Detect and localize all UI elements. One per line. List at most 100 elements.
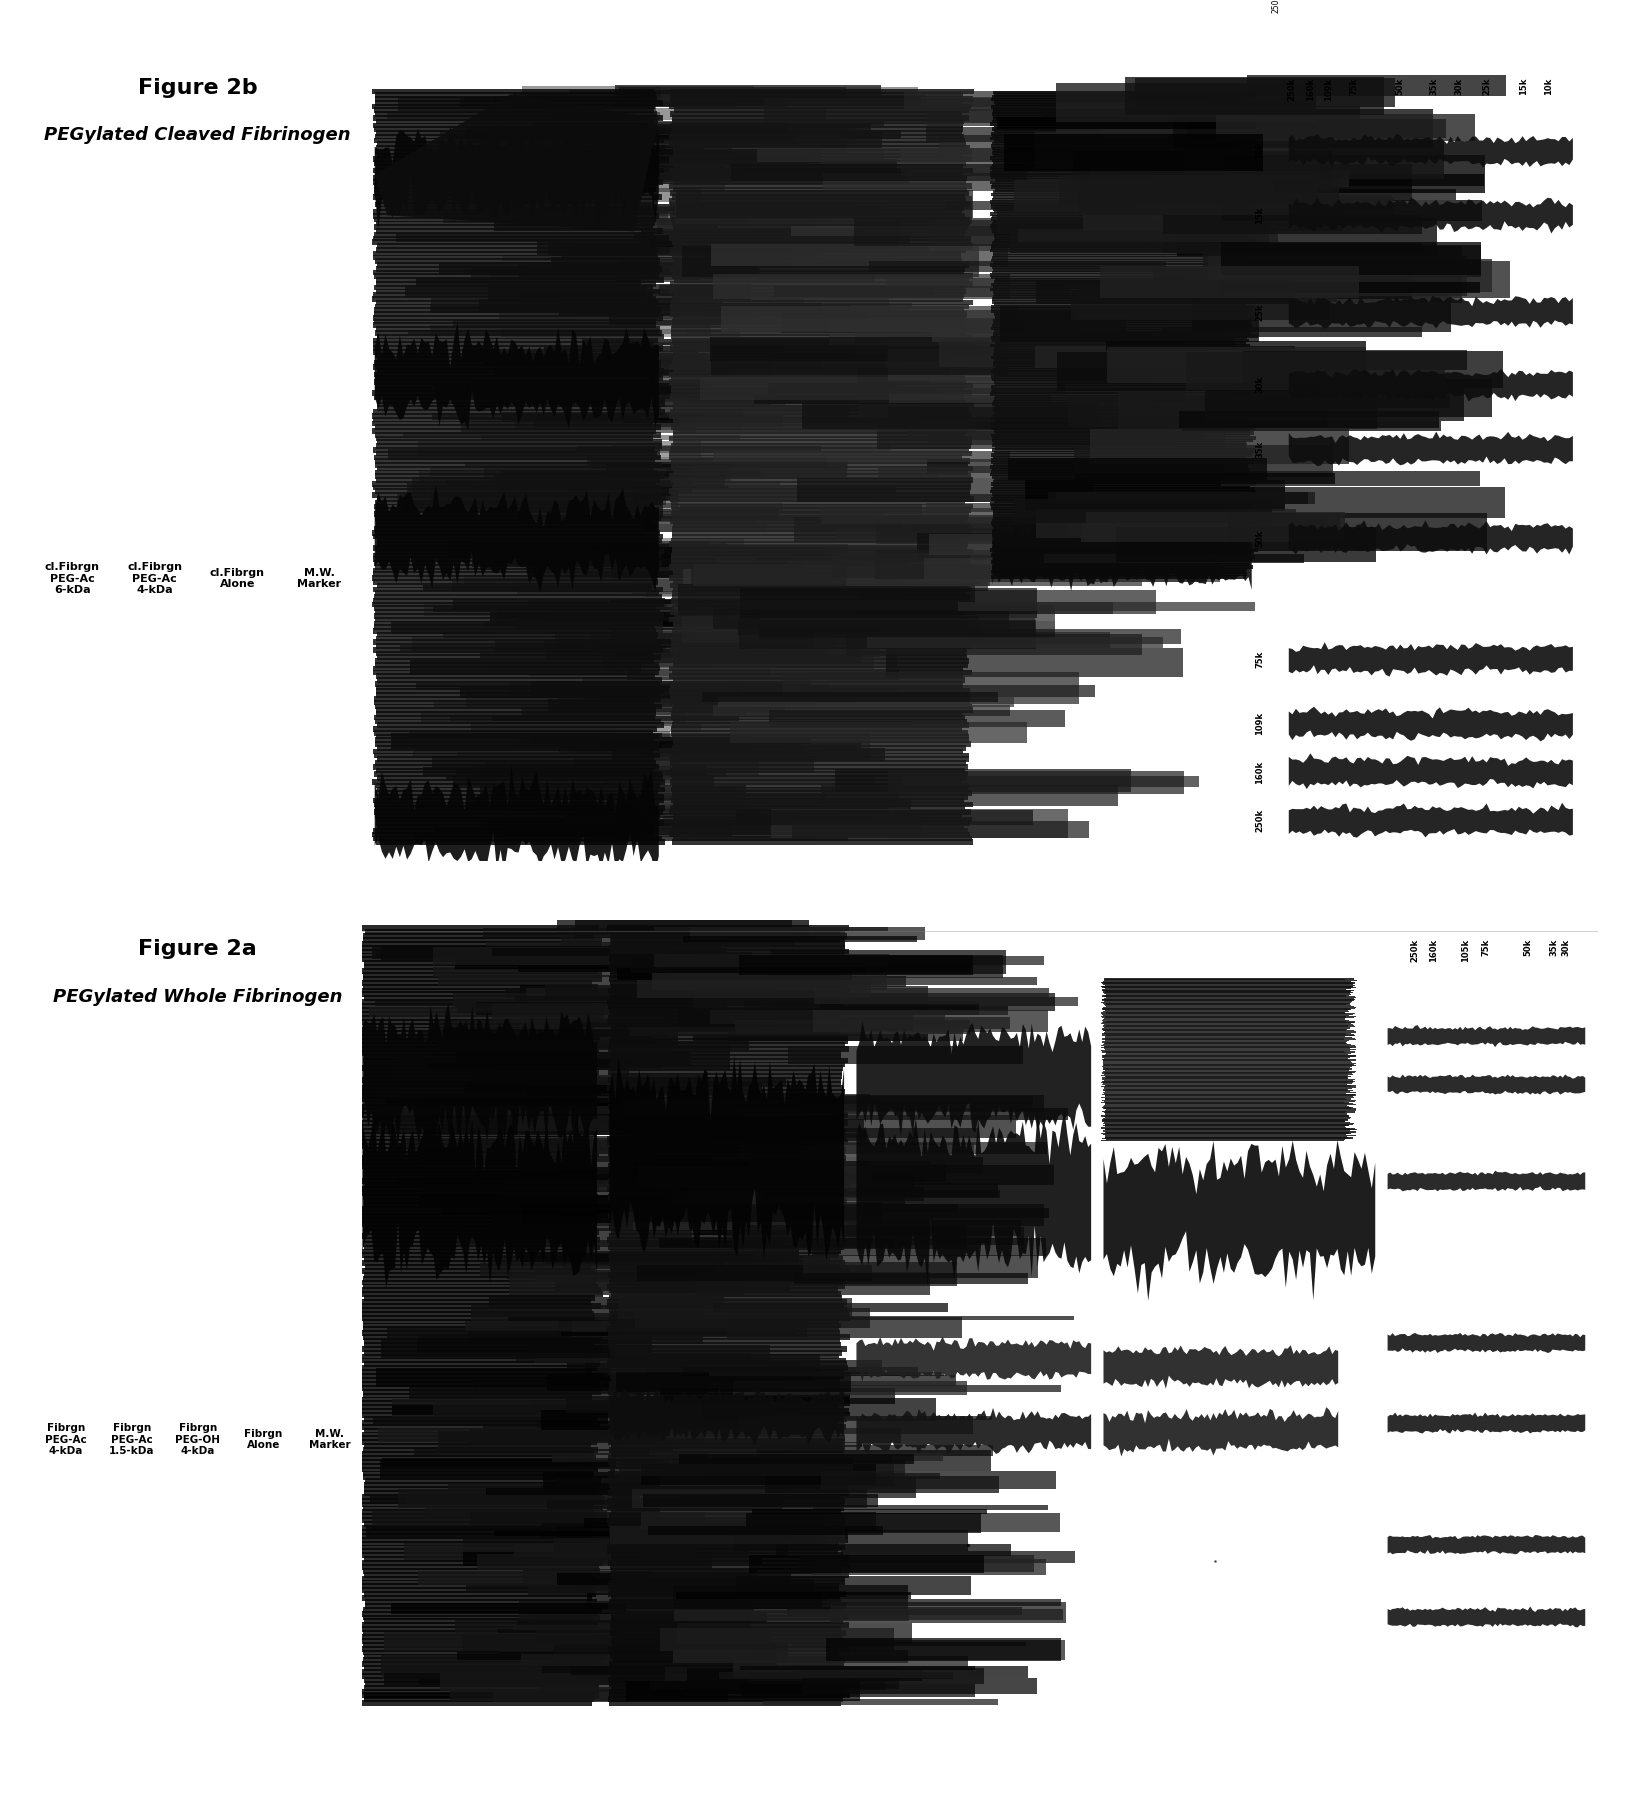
Bar xyxy=(362,1537,600,1543)
Bar xyxy=(542,1643,777,1661)
Bar xyxy=(993,509,1247,513)
Bar xyxy=(364,1615,600,1620)
Bar xyxy=(374,579,657,585)
Bar xyxy=(656,303,911,309)
Bar xyxy=(674,662,968,667)
Bar xyxy=(377,244,657,249)
Bar xyxy=(364,1681,598,1686)
Bar xyxy=(736,811,1033,825)
Bar xyxy=(619,1459,853,1476)
Bar xyxy=(362,1225,596,1231)
Bar xyxy=(672,210,962,215)
Bar xyxy=(991,192,1248,196)
Bar xyxy=(376,707,656,712)
Bar xyxy=(376,689,664,694)
Bar xyxy=(361,1638,598,1643)
Bar xyxy=(993,332,1252,335)
Bar xyxy=(832,553,1128,578)
Bar xyxy=(374,560,662,565)
Bar xyxy=(608,1076,842,1084)
Bar xyxy=(1049,492,1308,504)
Bar xyxy=(417,684,674,691)
Bar xyxy=(991,217,1248,221)
Bar xyxy=(532,517,799,520)
Bar xyxy=(413,804,647,807)
Bar xyxy=(361,1634,593,1640)
Bar xyxy=(835,770,1131,793)
Bar xyxy=(814,1505,1047,1511)
Bar xyxy=(670,266,965,271)
Bar xyxy=(670,730,968,736)
Bar xyxy=(674,244,973,249)
Bar xyxy=(458,1652,692,1659)
Bar xyxy=(433,967,667,976)
Bar xyxy=(830,318,1127,344)
Bar xyxy=(417,1338,652,1353)
Bar xyxy=(993,321,1250,325)
Bar xyxy=(990,422,1245,425)
Bar xyxy=(670,307,963,312)
Bar xyxy=(651,1681,884,1690)
Text: 109k: 109k xyxy=(1255,712,1265,736)
Bar xyxy=(611,1023,848,1028)
Bar xyxy=(820,508,1117,524)
Bar xyxy=(1090,429,1349,465)
Bar xyxy=(384,1634,619,1650)
Bar xyxy=(1069,517,1327,536)
Bar xyxy=(669,104,970,109)
Bar xyxy=(364,1392,593,1399)
Bar xyxy=(736,965,970,972)
Polygon shape xyxy=(1387,1412,1584,1433)
Bar xyxy=(669,231,963,237)
Bar xyxy=(376,266,662,271)
Bar xyxy=(995,318,1253,321)
Bar xyxy=(611,816,873,829)
Bar xyxy=(672,115,968,120)
Bar xyxy=(384,1672,619,1686)
Bar xyxy=(362,1299,591,1304)
Bar xyxy=(362,936,603,944)
Bar xyxy=(609,1062,845,1067)
Bar xyxy=(466,1320,700,1331)
Bar xyxy=(609,1225,838,1231)
Bar xyxy=(596,142,847,154)
Bar xyxy=(364,1276,598,1281)
Bar xyxy=(1056,492,1316,504)
Bar xyxy=(669,488,970,493)
Bar xyxy=(611,960,842,967)
Bar xyxy=(743,1128,978,1145)
Bar xyxy=(679,601,975,610)
Bar xyxy=(372,104,656,109)
Text: 15k: 15k xyxy=(1255,206,1265,224)
Bar xyxy=(670,648,967,653)
Bar xyxy=(412,637,667,653)
Bar xyxy=(361,1459,596,1464)
Bar xyxy=(990,287,1247,291)
Bar xyxy=(764,1699,998,1704)
Bar xyxy=(361,1035,601,1041)
Bar xyxy=(672,361,965,366)
Bar xyxy=(377,405,660,411)
Bar xyxy=(609,931,845,954)
Bar xyxy=(611,1049,842,1055)
Bar xyxy=(524,386,776,395)
Bar xyxy=(651,370,931,384)
Text: M.W.
Marker: M.W. Marker xyxy=(308,1428,351,1451)
Bar xyxy=(374,553,660,558)
Bar xyxy=(458,188,702,201)
Bar xyxy=(991,183,1248,187)
Bar xyxy=(520,985,754,994)
Bar xyxy=(1013,499,1273,522)
Bar xyxy=(995,312,1247,316)
Bar xyxy=(1245,486,1505,518)
Bar xyxy=(993,115,1248,118)
Text: 10k: 10k xyxy=(1543,79,1553,95)
Bar xyxy=(797,1103,1033,1110)
Bar xyxy=(991,416,1247,420)
Bar xyxy=(674,470,968,475)
Bar xyxy=(728,1030,962,1041)
Bar xyxy=(376,97,657,102)
Bar xyxy=(478,1155,712,1163)
Bar xyxy=(608,1152,845,1157)
Bar xyxy=(670,334,972,339)
